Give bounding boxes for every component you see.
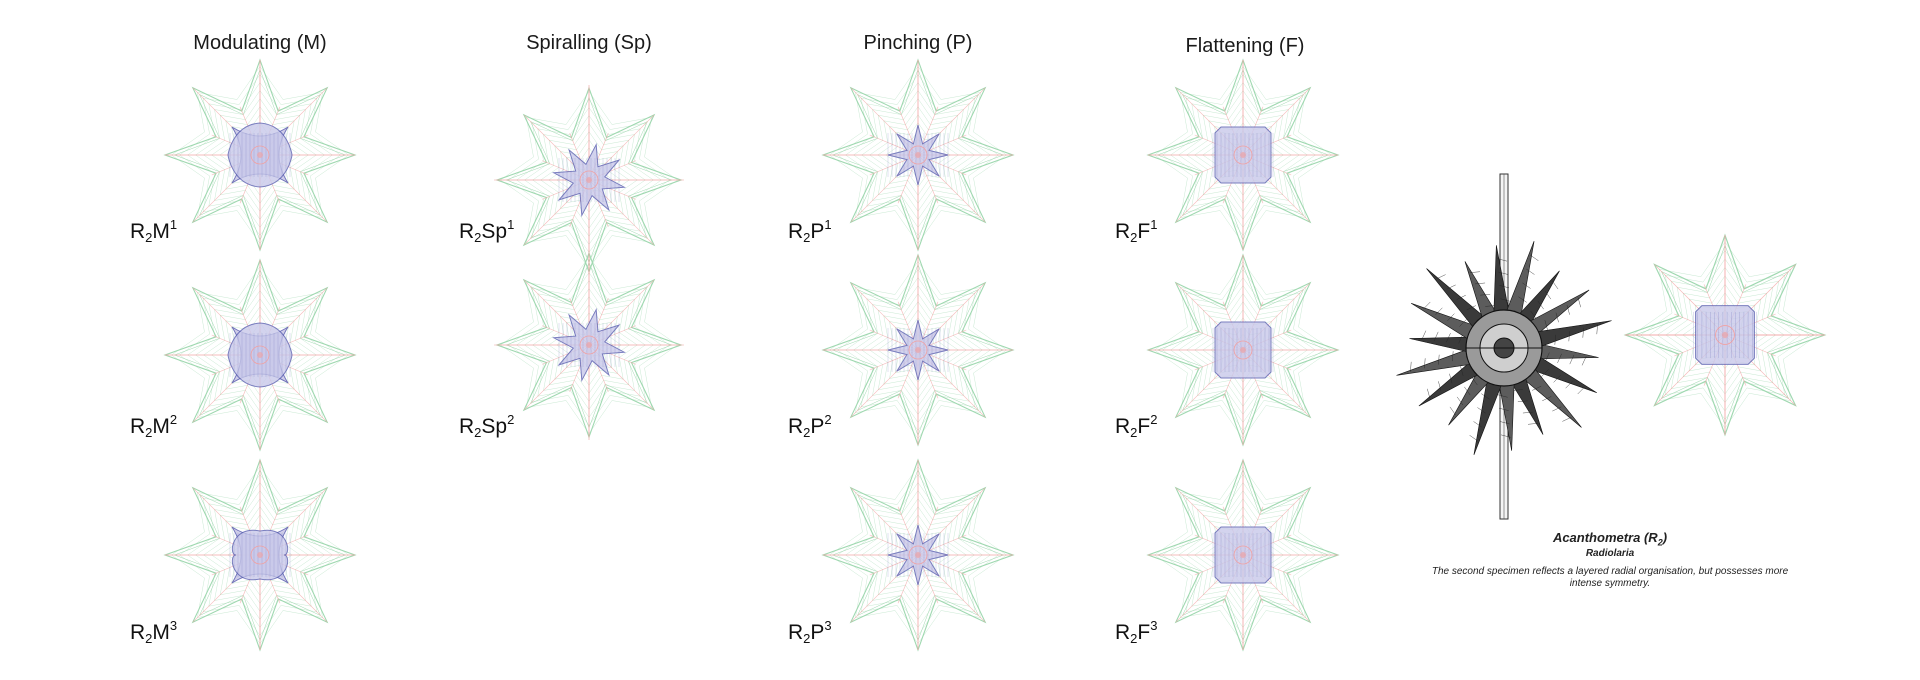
label-flattening-2: R2F2 <box>1115 412 1158 440</box>
pattern-figure-spiralling-2 <box>489 245 689 445</box>
radial-pattern-svg <box>821 458 1015 652</box>
radial-pattern-svg <box>821 253 1015 447</box>
column-title-modulating: Modulating (M) <box>193 32 327 54</box>
label-modulating-1: R2M1 <box>130 217 178 245</box>
label-pinching-2: R2P2 <box>788 412 832 440</box>
pattern-figure-specimen <box>1620 230 1830 440</box>
label-modulating-2: R2M2 <box>130 412 178 440</box>
label-spiralling-2: R2Sp2 <box>459 412 515 440</box>
radial-pattern-svg <box>1623 233 1827 437</box>
label-pinching-1: R2P1 <box>788 217 832 245</box>
pattern-figure-pinching-2 <box>818 250 1018 450</box>
label-modulating-3: R2M3 <box>130 618 178 646</box>
specimen-svg <box>1396 173 1612 520</box>
pattern-figure-modulating-2 <box>160 255 360 455</box>
radial-pattern-svg <box>163 458 357 652</box>
label-spiralling-1: R2Sp1 <box>459 217 515 245</box>
pattern-figure-flattening-2 <box>1143 250 1343 450</box>
label-pinching-3: R2P3 <box>788 618 832 646</box>
pattern-figure-modulating-3 <box>160 455 360 655</box>
pattern-figure-flattening-3 <box>1143 455 1343 655</box>
specimen-description: The second specimen reflects a layered r… <box>1431 566 1789 589</box>
radial-pattern-svg <box>1146 458 1340 652</box>
radial-pattern-svg <box>163 58 357 252</box>
radial-pattern-svg <box>821 58 1015 252</box>
radial-pattern-svg <box>494 250 684 440</box>
label-flattening-3: R2F3 <box>1115 618 1158 646</box>
pattern-figure-modulating-1 <box>160 55 360 255</box>
radial-pattern-svg <box>1146 253 1340 447</box>
specimen-name: Acanthometra (R2) <box>1552 530 1668 548</box>
acanthometra-illustration <box>1392 170 1617 525</box>
pattern-figure-pinching-3 <box>818 455 1018 655</box>
radial-pattern-svg <box>163 258 357 452</box>
radial-pattern-svg <box>1146 58 1340 252</box>
column-title-flattening: Flattening (F) <box>1185 35 1305 57</box>
column-title-pinching: Pinching (P) <box>863 32 973 54</box>
pattern-figure-flattening-1 <box>1143 55 1343 255</box>
specimen-group: Radiolaria <box>1585 548 1635 559</box>
label-flattening-1: R2F1 <box>1115 217 1158 245</box>
column-title-spiralling: Spiralling (Sp) <box>526 32 652 54</box>
pattern-figure-pinching-1 <box>818 55 1018 255</box>
